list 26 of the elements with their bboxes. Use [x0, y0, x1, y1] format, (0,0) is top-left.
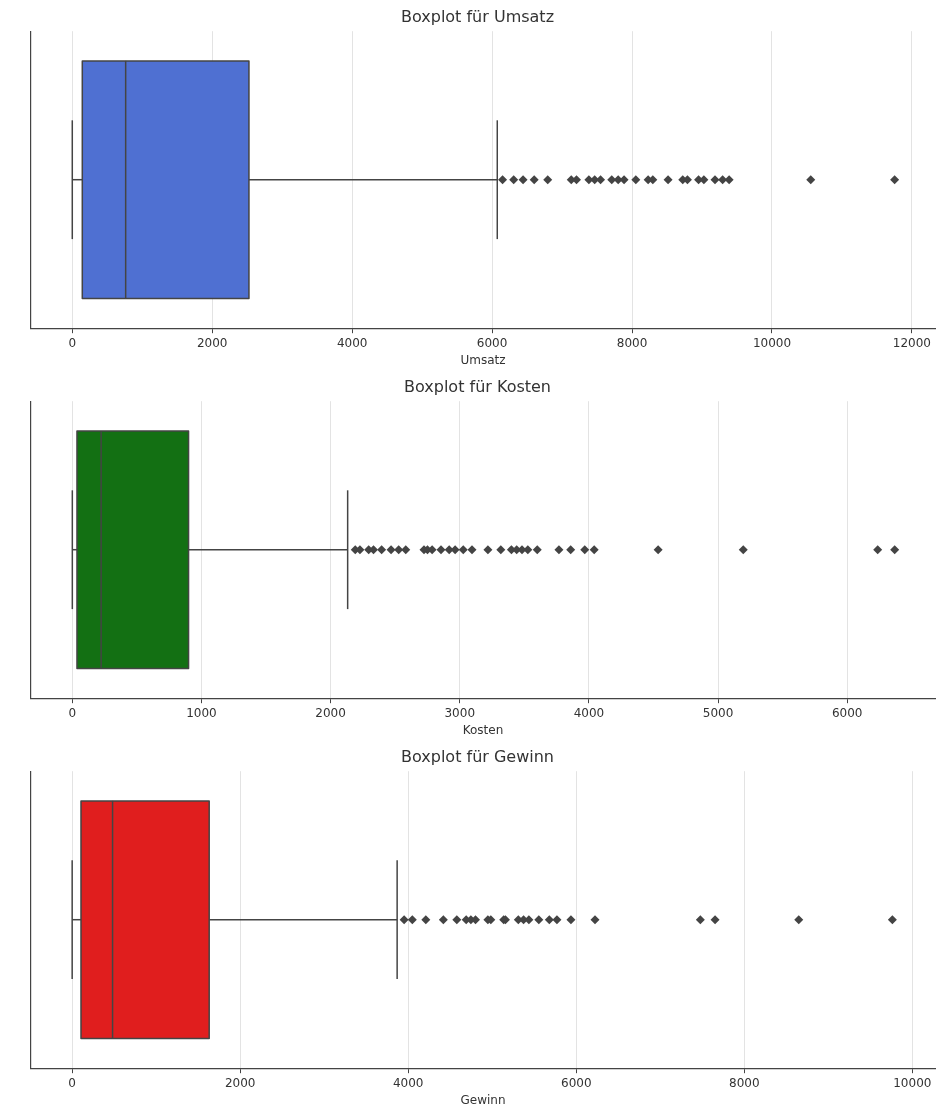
x-tick-label: 3000 [444, 705, 476, 720]
x-tick-label: 2000 [315, 705, 346, 720]
x-axis-title: Kosten [462, 722, 504, 737]
chart-title: Boxplot für Gewinn [401, 746, 554, 766]
x-tick-label: 0 [68, 1075, 76, 1090]
x-tick-label: 8000 [616, 335, 648, 350]
x-tick-label: 2000 [196, 335, 228, 350]
x-tick-label: 6000 [476, 335, 508, 350]
x-tick-label: 4000 [573, 705, 605, 720]
x-tick-label: 4000 [392, 1075, 424, 1090]
chart-title: Boxplot für Umsatz [400, 6, 555, 26]
x-tick-label: 6000 [831, 705, 863, 720]
x-tick-label: 10000 [752, 335, 792, 350]
chart-title: Boxplot für Kosten [403, 376, 552, 396]
x-tick-label: 12000 [892, 335, 931, 350]
x-tick-label: 1000 [186, 705, 217, 720]
x-tick-label: 5000 [702, 705, 734, 720]
x-tick-label: 0 [68, 705, 77, 720]
x-tick-label: 8000 [729, 1075, 760, 1090]
x-axis-title: Gewinn [460, 1092, 506, 1107]
x-tick-label: 0 [68, 335, 77, 350]
x-tick-label: 10000 [893, 1075, 932, 1090]
x-tick-label: 4000 [336, 335, 368, 350]
x-axis-title: Umsatz [460, 352, 506, 367]
x-tick-label: 2000 [224, 1075, 256, 1090]
x-tick-label: 6000 [560, 1075, 592, 1090]
